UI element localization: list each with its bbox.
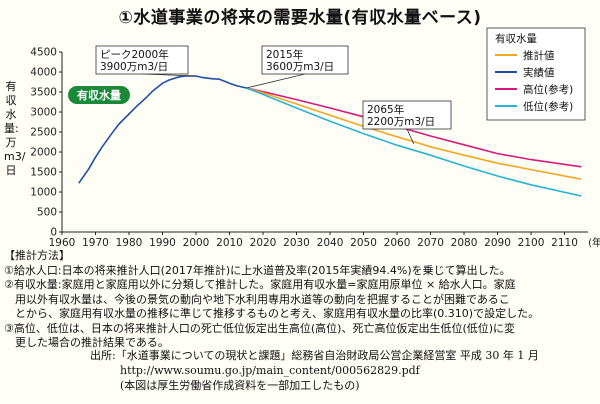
x-tick-label: 1960 (49, 237, 76, 249)
callout-box (362, 100, 452, 130)
callout-leader (246, 73, 306, 89)
notes-line: ②有収水量:家庭用と家庭用以外に分類して推計した。家庭用有収水量=家庭用原単位 … (4, 278, 516, 291)
legend-title: 有収水量 (495, 32, 537, 45)
y-tick-label: 4500 (30, 47, 57, 59)
x-tick-label: 2090 (484, 237, 511, 249)
notes-line: ①給水人口:日本の将来推計人口(2017年推計)に上水道普及率(2015年実績9… (4, 263, 511, 277)
callout-text: 3600万m3/日 (266, 61, 334, 73)
legend-label: 推計値 (523, 49, 555, 62)
x-tick-label: 2000 (183, 237, 210, 249)
callout-box (261, 45, 349, 75)
callout-text: ピーク2000年 (100, 48, 169, 61)
series-line-0 (246, 87, 582, 180)
x-tick-label: 1980 (116, 237, 143, 249)
x-tick-label: 1990 (149, 237, 176, 249)
method-notes: 【推計方法】 ①給水人口:日本の将来推計人口(2017年推計)に上水道普及率(2… (4, 249, 596, 351)
x-tick-label: 2080 (451, 237, 478, 249)
series-badge: 有収水量 (77, 88, 121, 102)
y-tick-label: 2500 (30, 127, 57, 139)
y-tick-label: 500 (37, 207, 57, 219)
source-note: (本図は厚生労働省作成資料を一部加工したもの) (120, 379, 360, 392)
y-tick-label: 4000 (30, 67, 57, 79)
callout-text: 2015年 (266, 48, 303, 61)
legend-label: 高位(参考) (523, 83, 573, 96)
y-tick-label: 1000 (30, 187, 57, 199)
x-tick-label: 2110 (551, 237, 578, 249)
x-unit-label: (年) (588, 236, 600, 249)
x-tick-label: 2060 (384, 237, 411, 249)
y-tick-label: 2000 (30, 147, 57, 159)
series-line-1 (78, 75, 247, 184)
callout-text: 2200万m3/日 (367, 116, 435, 128)
series-badge-bg (68, 86, 130, 104)
y-tick-label: 3500 (30, 87, 57, 99)
source-title: 出所:「水道事業についての現状と課題」総務省自治財政局公営企業経営室 平成 30… (90, 349, 539, 362)
legend-label: 低位(参考) (523, 100, 573, 113)
x-tick-label: 2040 (317, 237, 344, 249)
notes-line: 用以外有収水量は、今後の景気の動向や地下水利用専用水道等の動向を把握することが困… (4, 292, 510, 306)
callout-text: 3900万m3/日 (100, 61, 168, 73)
y-tick-label: 1500 (30, 167, 57, 179)
notes-line: ③高位、低位は、日本の将来推計人口の死亡低位仮定出生高位(高位)、死亡高位仮定出… (4, 321, 516, 335)
y-tick-label: 3000 (30, 107, 57, 119)
line-chart: 0 500 1000 1500 2000 2500 3000 3500 4000 4500 1960… (30, 27, 600, 250)
callout-leader (406, 128, 415, 145)
chart-axes: 0 500 1000 1500 2000 2500 3000 3500 4000 4500 1960… (30, 47, 600, 250)
notes-heading: 【推計方法】 (4, 249, 70, 262)
x-tick-label: 1970 (82, 237, 109, 249)
notes-line: 更した場合の推計結果である。 (4, 336, 169, 349)
legend-box (486, 27, 586, 121)
y-tick-label: 0 (50, 227, 57, 239)
x-tick-label: 2050 (350, 237, 377, 249)
page-title: ①水道事業の将来の需要水量(有収水量ベース) (118, 8, 482, 28)
notes-line: とから、家庭用有収水量の推移に準じて推移するものと考え、家庭用有収水量の比率(0… (4, 307, 540, 320)
callout-box (95, 45, 189, 75)
legend-label: 実績値 (523, 66, 555, 79)
source-url: http://www.soumu.go.jp/main_content/0005… (120, 364, 420, 377)
callout-text: 2065年 (367, 103, 404, 116)
series-line-3 (246, 87, 582, 197)
x-tick-label: 2010 (216, 237, 243, 249)
x-tick-label: 2030 (283, 237, 310, 249)
x-tick-label: 2100 (518, 237, 545, 249)
x-tick-label: 2020 (250, 237, 277, 249)
source-citation: 出所:「水道事業についての現状と課題」総務省自治財政局公営企業経営室 平成 30… (90, 348, 595, 393)
series-layer (78, 75, 582, 197)
x-tick-label: 2070 (417, 237, 444, 249)
